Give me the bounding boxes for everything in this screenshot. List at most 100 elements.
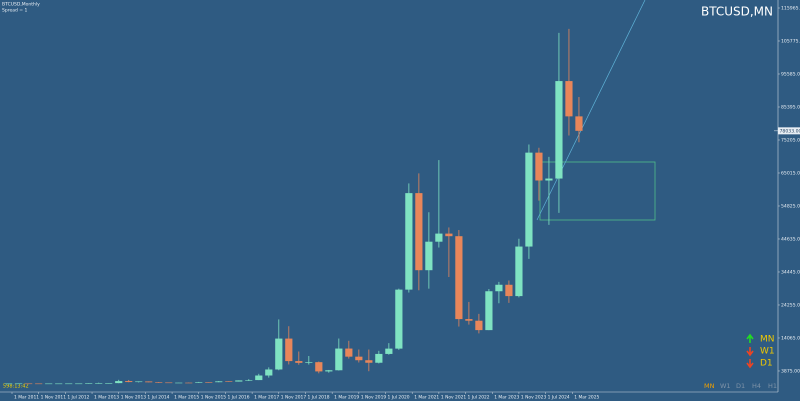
x-tick-label: 1 Mar 2015	[174, 395, 199, 401]
x-tick-label: 1 Nov 2019	[361, 395, 387, 401]
candle-body	[95, 383, 103, 384]
period-button[interactable]: W1	[720, 382, 731, 390]
candle-body	[55, 383, 63, 385]
candle-body	[405, 193, 413, 290]
candle-body	[45, 383, 53, 385]
candle-body	[505, 284, 513, 297]
x-tick-label: 1 Jul 2022	[468, 395, 490, 401]
x-tick-label: 1 Mar 2019	[334, 395, 359, 401]
period-button[interactable]: MN	[704, 382, 715, 390]
y-tick-label: 24255.00	[781, 302, 800, 308]
x-tick-label: 1 Jul 2012	[67, 395, 89, 401]
x-tick-label: 1 Jul 2018	[307, 395, 329, 401]
candle-body	[275, 338, 283, 370]
x-tick-label: 1 Mar 2017	[254, 395, 279, 401]
x-tick-label: 1 Mar 2013	[94, 395, 119, 401]
y-tick-label: 54825.00	[781, 203, 800, 209]
candle-body	[175, 382, 183, 384]
candle-body	[75, 383, 83, 385]
x-tick-label: 1 Nov 2021	[441, 395, 467, 401]
countdown: 598:13:42	[3, 384, 29, 390]
candle-body	[155, 382, 163, 383]
candle-body	[125, 381, 133, 383]
trend-arrow	[746, 359, 754, 369]
x-tick-label: 1 Mar 2025	[574, 395, 599, 401]
candle-body	[565, 81, 573, 117]
candle-body	[455, 236, 463, 320]
candle-body	[535, 152, 543, 181]
candle-body	[555, 81, 563, 179]
candle-body	[415, 193, 423, 271]
candle-body	[525, 152, 533, 247]
candle-body	[225, 381, 233, 382]
y-tick-label: 75205.00	[781, 137, 800, 143]
candle-body	[395, 289, 403, 349]
candle-body	[355, 356, 363, 361]
candle-body	[115, 381, 123, 384]
x-tick-label: 1 Nov 2017	[281, 395, 307, 401]
y-tick-label: 3875.00	[781, 368, 800, 374]
y-tick-label: 115965.00	[781, 6, 800, 12]
y-tick-label: 85395.00	[781, 104, 800, 110]
x-tick-label: 1 Jul 2014	[147, 395, 169, 401]
candle-body	[255, 375, 263, 381]
x-tick-label: 1 Nov 2023	[521, 395, 547, 401]
candle-body	[105, 383, 113, 384]
candle-body	[265, 369, 273, 376]
candle-body	[245, 380, 253, 381]
last-price-label: 78033.00	[780, 128, 800, 134]
trend-arrow	[746, 333, 754, 343]
candle-body	[15, 383, 23, 385]
candle-body	[375, 353, 383, 363]
y-tick-label: 44635.00	[781, 236, 800, 242]
candle-body	[215, 381, 223, 383]
candle-body	[445, 233, 453, 237]
chart-layer: 115965.00 105775.00 95585.00 85395.00 75205.…	[5, 6, 800, 401]
symbol-info: BTCUSD,Monthly	[2, 2, 40, 8]
chart-title: BTCUSD,MN	[701, 5, 773, 19]
x-tick-label: 1 Mar 2021	[414, 395, 439, 401]
candle-body	[205, 382, 213, 383]
candle-body	[285, 338, 293, 362]
x-tick-label: 1 Mar 2011	[14, 395, 39, 401]
trend-arrow	[746, 347, 754, 357]
candle-body	[465, 319, 473, 321]
candle-body	[85, 383, 93, 384]
candle-body	[325, 370, 333, 372]
period-button[interactable]: D1	[736, 382, 745, 390]
candle-body	[35, 383, 43, 385]
spread-info: Spread = 1	[2, 8, 27, 14]
x-tick-label: 1 Mar 2023	[494, 395, 519, 401]
y-tick-label: 95585.00	[781, 71, 800, 77]
candle-body	[185, 382, 193, 384]
candle-body	[425, 241, 433, 271]
candle-body	[335, 348, 343, 371]
x-tick-label: 1 Jul 2024	[548, 395, 570, 401]
candle-body	[575, 116, 583, 131]
last-price-box	[778, 127, 800, 135]
trend-label: D1	[760, 359, 773, 369]
candle-body	[385, 348, 393, 354]
candle-body	[495, 284, 503, 292]
candle-body	[295, 361, 303, 363]
candle-body	[485, 291, 493, 331]
x-tick-label: 1 Nov 2011	[41, 395, 67, 401]
candle-body	[195, 382, 203, 383]
candle-body	[165, 382, 173, 384]
zone-rectangle	[539, 161, 656, 221]
x-tick-label: 1 Jul 2020	[388, 395, 410, 401]
candle-body	[65, 383, 73, 385]
period-button[interactable]: H4	[752, 382, 761, 390]
candle-body	[135, 381, 143, 383]
candle-body	[515, 246, 523, 297]
trend-label: MN	[760, 335, 775, 345]
candle-body	[315, 362, 323, 372]
x-tick-label: 1 Nov 2015	[201, 395, 227, 401]
trend-line	[536, 0, 646, 221]
candle-body	[145, 381, 153, 383]
candle-body	[25, 383, 33, 385]
period-button[interactable]: H1	[768, 382, 777, 390]
x-tick-label: 1 Jul 2016	[227, 395, 249, 401]
y-tick-label: 105775.00	[781, 38, 800, 44]
